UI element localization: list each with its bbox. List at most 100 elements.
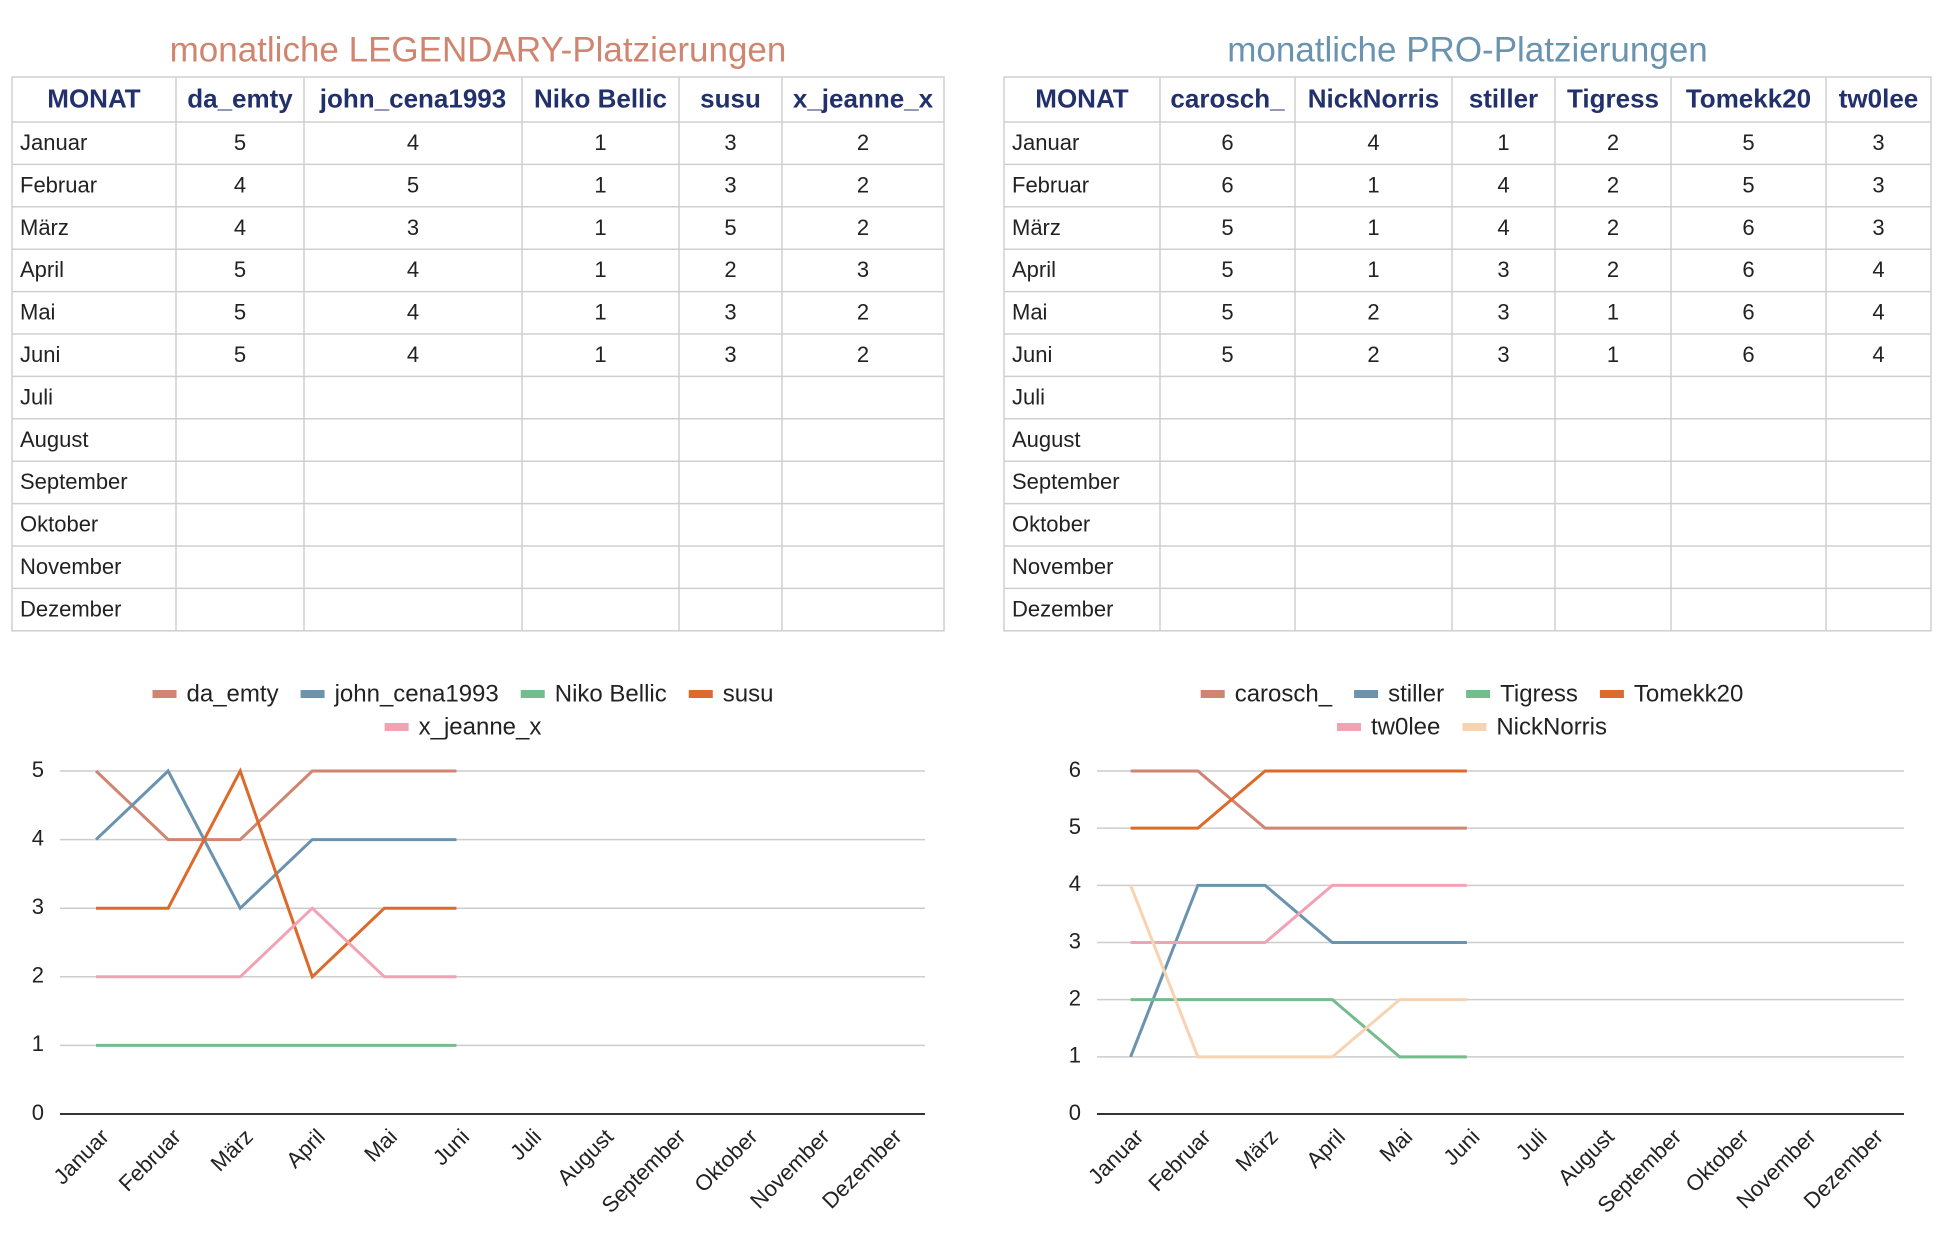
value-cell: 5 (1742, 130, 1754, 155)
legend-label: da_emty (187, 680, 279, 707)
legend-swatch (1354, 690, 1379, 698)
month-cell: April (1012, 257, 1056, 282)
series-line (95, 769, 457, 842)
legend-label: Tigress (1500, 680, 1578, 707)
value-cell: 6 (1742, 215, 1754, 240)
value-cell: 1 (594, 215, 606, 240)
x-tick-label: Januar (1083, 1124, 1148, 1189)
value-cell: 1 (594, 300, 606, 325)
month-cell: Januar (20, 130, 87, 155)
month-cell: Februar (20, 172, 97, 197)
value-cell: 5 (234, 130, 246, 155)
x-tick-label: Mai (1375, 1124, 1418, 1167)
legend-swatch (300, 690, 325, 698)
month-cell: März (1012, 215, 1061, 240)
value-cell: 6 (1221, 172, 1233, 197)
month-cell: Dezember (1012, 596, 1113, 621)
month-cell: Juni (1012, 342, 1052, 367)
value-cell: 4 (1497, 215, 1509, 240)
value-cell: 5 (1742, 172, 1754, 197)
legend-label: NickNorris (1496, 713, 1607, 740)
month-cell: Januar (1012, 130, 1079, 155)
value-cell: 3 (407, 215, 419, 240)
legend-label: stiller (1388, 680, 1444, 707)
x-tick-label: Juni (428, 1124, 474, 1170)
value-cell: 3 (724, 130, 736, 155)
legend-swatch (1336, 723, 1361, 731)
table-title: monatliche PRO-Platzierungen (1227, 30, 1708, 69)
x-tick-label: Juli (1511, 1124, 1552, 1165)
column-header: carosch_ (1170, 83, 1285, 113)
x-tick-label: Juli (505, 1124, 546, 1165)
value-cell: 2 (1607, 172, 1619, 197)
series-line (1130, 769, 1467, 830)
legend-label: Tomekk20 (1634, 680, 1743, 707)
value-cell: 5 (724, 215, 736, 240)
y-tick-label: 5 (32, 757, 44, 782)
month-cell: Juli (1012, 384, 1045, 409)
column-header: Tigress (1567, 83, 1659, 113)
x-tick-label: August (1553, 1124, 1619, 1190)
month-cell: Oktober (1012, 512, 1090, 537)
month-cell: März (20, 215, 69, 240)
legend-label: Niko Bellic (555, 680, 667, 707)
series-line (1129, 884, 1467, 1059)
value-cell: 3 (724, 300, 736, 325)
series-line (96, 906, 457, 979)
month-cell: November (1012, 554, 1113, 579)
month-cell: Oktober (20, 512, 98, 537)
y-tick-label: 4 (1069, 871, 1081, 896)
column-header: x_jeanne_x (793, 83, 934, 113)
value-cell: 4 (407, 300, 419, 325)
month-cell: Mai (20, 300, 55, 325)
value-cell: 3 (724, 342, 736, 367)
y-tick-label: 5 (1069, 814, 1081, 839)
y-tick-label: 3 (1069, 928, 1081, 953)
x-tick-label: Oktober (689, 1124, 762, 1197)
value-cell: 4 (1497, 172, 1509, 197)
value-cell: 1 (594, 130, 606, 155)
y-tick-label: 3 (32, 894, 44, 919)
table-border (11, 76, 945, 632)
month-cell: April (20, 257, 64, 282)
value-cell: 1 (1497, 130, 1509, 155)
value-cell: 5 (1221, 342, 1233, 367)
value-cell: 1 (1607, 300, 1619, 325)
legend-swatch (152, 690, 177, 698)
month-cell: Februar (1012, 172, 1089, 197)
legend-swatch (688, 690, 713, 698)
value-cell: 4 (1367, 130, 1379, 155)
column-header: john_cena1993 (319, 83, 506, 113)
value-cell: 1 (594, 257, 606, 282)
value-cell: 6 (1742, 257, 1754, 282)
value-cell: 5 (234, 300, 246, 325)
column-header: MONAT (47, 83, 141, 113)
legend-label: john_cena1993 (334, 680, 499, 707)
value-cell: 2 (857, 342, 869, 367)
value-cell: 2 (1607, 215, 1619, 240)
value-cell: 3 (1872, 130, 1884, 155)
y-tick-label: 2 (1069, 985, 1081, 1010)
x-tick-label: April (1301, 1124, 1350, 1173)
month-cell: August (1012, 427, 1081, 452)
x-tick-label: August (552, 1124, 618, 1190)
value-cell: 3 (1872, 172, 1884, 197)
month-cell: Juli (20, 384, 53, 409)
month-cell: September (1012, 469, 1120, 494)
value-cell: 2 (1367, 300, 1379, 325)
y-tick-label: 1 (1069, 1043, 1081, 1068)
column-header: susu (700, 83, 761, 113)
value-cell: 2 (1607, 130, 1619, 155)
value-cell: 1 (1367, 257, 1379, 282)
value-cell: 6 (1742, 300, 1754, 325)
legend-label: carosch_ (1235, 680, 1333, 707)
value-cell: 3 (1497, 300, 1509, 325)
value-cell: 5 (1221, 300, 1233, 325)
value-cell: 5 (407, 172, 419, 197)
value-cell: 5 (1221, 215, 1233, 240)
legend-swatch (520, 690, 545, 698)
value-cell: 4 (407, 130, 419, 155)
value-cell: 1 (1367, 172, 1379, 197)
value-cell: 2 (724, 257, 736, 282)
